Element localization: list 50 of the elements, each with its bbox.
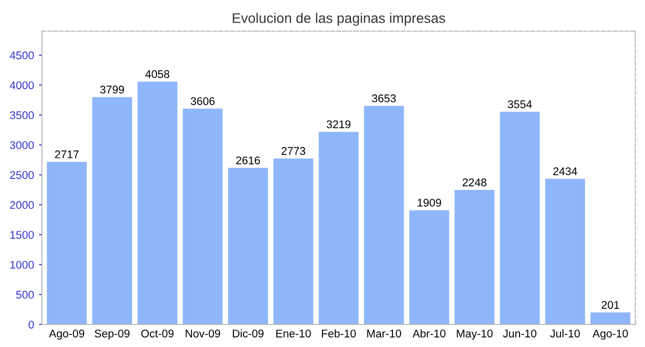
bar bbox=[409, 210, 450, 324]
x-tick-label: May-10 bbox=[456, 330, 493, 340]
x-tick-label: Ene-10 bbox=[276, 330, 311, 338]
x-tick-label: Nov-09 bbox=[186, 330, 220, 338]
data-label: 2773 bbox=[282, 147, 306, 155]
x-tick-label: Abr-10 bbox=[412, 329, 446, 338]
y-tick-label: 1000 bbox=[10, 260, 34, 269]
y-tick-label: 1500 bbox=[10, 230, 34, 239]
data-label: 4058 bbox=[145, 70, 170, 78]
bar bbox=[454, 190, 494, 324]
bar bbox=[318, 132, 359, 324]
y-tick-label: 0 bbox=[28, 320, 34, 329]
data-label: 3653 bbox=[372, 94, 396, 102]
bar bbox=[46, 162, 87, 324]
bar bbox=[500, 112, 540, 324]
data-label: 2717 bbox=[55, 150, 79, 158]
data-label: 2248 bbox=[462, 178, 486, 186]
x-tick-label: Jul-10 bbox=[550, 329, 580, 338]
bar bbox=[92, 97, 132, 324]
bar bbox=[273, 158, 314, 324]
data-label: 3799 bbox=[100, 86, 124, 94]
x-tick-label: Ago-10 bbox=[592, 330, 628, 340]
bar bbox=[364, 106, 404, 324]
bar bbox=[138, 82, 178, 324]
x-tick-label: Jun-10 bbox=[503, 330, 536, 338]
y-tick-label: 4000 bbox=[10, 81, 34, 90]
data-label: 3219 bbox=[326, 120, 350, 128]
data-label: 201 bbox=[602, 300, 620, 309]
x-tick-label: Dic-09 bbox=[232, 329, 264, 338]
y-tick-label: 4500 bbox=[10, 51, 34, 60]
y-tick-label: 2500 bbox=[10, 171, 34, 179]
data-label: 2434 bbox=[553, 167, 578, 176]
data-label: 1909 bbox=[418, 198, 442, 207]
x-tick-label: Ago-09 bbox=[48, 330, 84, 340]
data-label: 3554 bbox=[508, 100, 532, 108]
data-label: 3606 bbox=[190, 97, 215, 106]
y-tick-label: 3500 bbox=[10, 111, 34, 120]
bar bbox=[545, 178, 586, 324]
chart-title: Evolucion de las paginas impresas bbox=[232, 12, 446, 26]
bar bbox=[228, 168, 268, 324]
x-tick-label: Feb-10 bbox=[322, 329, 356, 338]
x-tick-label: Sep-09 bbox=[94, 330, 130, 340]
bar bbox=[182, 108, 223, 324]
x-tick-label: Mar-10 bbox=[367, 330, 402, 338]
x-tick-label: Oct-09 bbox=[141, 330, 174, 338]
y-tick-label: 2000 bbox=[10, 201, 34, 209]
bar bbox=[590, 312, 630, 324]
y-tick-label: 500 bbox=[16, 290, 34, 299]
y-tick-label: 3000 bbox=[10, 141, 34, 150]
data-label: 2616 bbox=[236, 156, 260, 164]
